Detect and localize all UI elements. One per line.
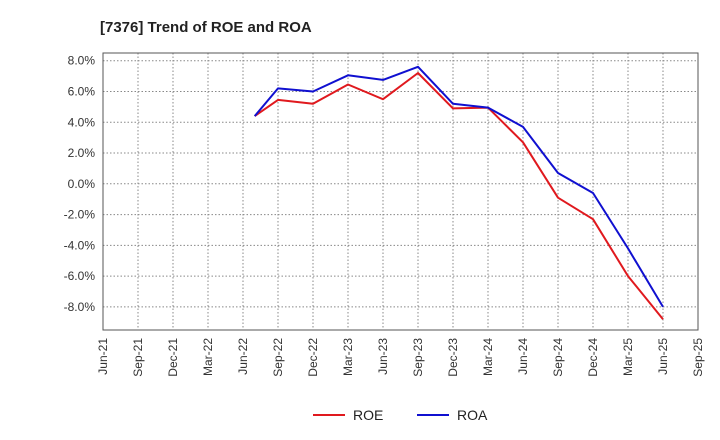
y-tick-label: 4.0% (68, 115, 96, 129)
legend-label-roe: ROE (353, 407, 383, 423)
x-tick-label: Dec-24 (586, 338, 600, 377)
grid (102, 53, 699, 330)
y-tick-label: 2.0% (68, 146, 96, 160)
x-tick-label: Sep-23 (411, 338, 425, 377)
y-tick-label: 0.0% (68, 177, 96, 191)
x-tick-label: Sep-25 (691, 338, 705, 377)
x-tick-label: Sep-22 (271, 338, 285, 377)
y-tick-label: 6.0% (68, 84, 96, 98)
x-tick-label: Jun-22 (236, 338, 250, 375)
series-line-roa (253, 65, 664, 308)
y-tick-label: -6.0% (64, 269, 96, 283)
x-tick-label: Jun-25 (656, 338, 670, 375)
plot-frame (102, 52, 699, 331)
chart-title: [7376] Trend of ROE and ROA (100, 19, 312, 36)
x-tick-label: Mar-25 (621, 338, 635, 376)
y-tick-label: 8.0% (68, 54, 96, 68)
legend-label-roa: ROA (457, 407, 488, 423)
x-tick-label: Mar-23 (341, 338, 355, 376)
x-tick-label: Jun-23 (376, 338, 390, 375)
x-tick-label: Mar-24 (481, 338, 495, 376)
series-line-roe (254, 72, 664, 320)
x-tick-label: Dec-21 (166, 338, 180, 377)
series (253, 65, 664, 320)
x-tick-label: Sep-21 (131, 338, 145, 377)
y-tick-label: -4.0% (64, 238, 96, 252)
y-tick-label: -8.0% (64, 300, 96, 314)
legend: ROE ROA (313, 407, 488, 423)
axes: Jun-21 Sep-21 Dec-21 Mar-22 Jun-22 Sep-22 Dec-… (64, 52, 705, 377)
x-tick-label: Dec-23 (446, 338, 460, 377)
y-tick-label: -2.0% (64, 208, 96, 222)
x-tick-label: Sep-24 (551, 338, 565, 377)
x-tick-label: Jun-24 (516, 338, 530, 375)
x-tick-label: Mar-22 (201, 338, 215, 376)
x-tick-label: Jun-21 (96, 338, 110, 375)
x-tick-label: Dec-22 (306, 338, 320, 377)
